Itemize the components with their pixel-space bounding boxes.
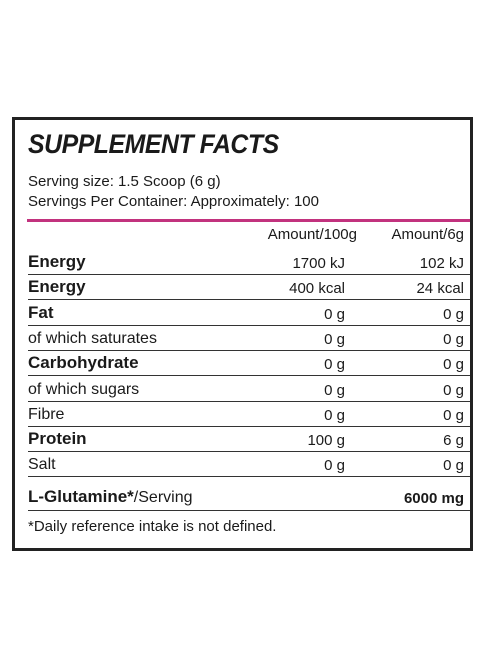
table-row: of which sugars 0 g 0 g: [28, 376, 470, 402]
nutrient-name: of which saturates: [28, 329, 157, 347]
column-header-per-100g: Amount/100g: [267, 226, 357, 243]
glutamine-value: 6000 mg: [403, 490, 464, 507]
nutrient-name: Carbohydrate: [28, 353, 139, 373]
amount-per-serving: 0 g: [443, 406, 464, 424]
glutamine-label: L-Glutamine*/Serving: [28, 487, 193, 507]
table-row: Protein 100 g 6 g: [28, 426, 470, 453]
amount-per-100g: 0 g: [324, 457, 345, 475]
amount-per-100g: 0 g: [324, 305, 345, 323]
nutrient-name: Energy: [28, 277, 86, 297]
amount-per-serving: 0 g: [443, 305, 464, 323]
nutrient-name: Energy: [28, 252, 86, 271]
table-row: of which saturates 0 g 0 g: [28, 325, 470, 351]
panel-title: SUPPLEMENT FACTS: [28, 129, 279, 159]
nutrient-name: Fibre: [28, 405, 65, 423]
nutrient-name: of which sugars: [28, 380, 140, 398]
amount-per-100g: 0 g: [324, 356, 345, 374]
amount-per-serving: 0 g: [443, 381, 464, 399]
table-row: Fat 0 g 0 g: [28, 300, 470, 326]
glutamine-name: L-Glutamine*: [28, 487, 134, 506]
amount-per-serving: 0 g: [443, 356, 464, 374]
table-row: Energy 1700 kJ 102 kJ: [28, 249, 470, 275]
servings-per-container: Servings Per Container: Approximately: 1…: [28, 193, 319, 210]
glutamine-row: L-Glutamine*/Serving 6000 mg: [28, 486, 470, 511]
amount-per-serving: 0 g: [443, 330, 464, 348]
table-row: Carbohydrate 0 g 0 g: [28, 350, 470, 377]
column-header-per-serving: Amount/6g: [391, 226, 464, 243]
nutrient-name: Protein: [28, 429, 87, 449]
amount-per-serving: 6 g: [443, 432, 464, 450]
amount-per-100g: 100 g: [307, 432, 345, 450]
amount-per-serving: 102 kJ: [419, 255, 464, 272]
amount-per-100g: 0 g: [324, 406, 345, 424]
amount-per-100g: 400 kcal: [289, 280, 345, 298]
nutrient-name: Fat: [28, 302, 54, 322]
table-row: Fibre 0 g 0 g: [28, 401, 470, 427]
amount-per-100g: 0 g: [324, 381, 345, 399]
nutrient-name: Salt: [28, 456, 56, 474]
accent-divider: [27, 219, 470, 222]
table-row: Energy 400 kcal 24 kcal: [28, 274, 470, 301]
amount-per-serving: 24 kcal: [416, 280, 464, 298]
amount-per-100g: 0 g: [324, 330, 345, 348]
table-row: Salt 0 g 0 g: [28, 451, 470, 478]
amount-per-serving: 0 g: [443, 457, 464, 475]
serving-size: Serving size: 1.5 Scoop (6 g): [28, 173, 221, 190]
amount-per-100g: 1700 kJ: [292, 255, 345, 272]
glutamine-suffix: /Serving: [133, 489, 193, 506]
footnote: *Daily reference intake is not defined.: [28, 518, 277, 535]
supplement-facts-panel: SUPPLEMENT FACTS Serving size: 1.5 Scoop…: [12, 117, 473, 551]
